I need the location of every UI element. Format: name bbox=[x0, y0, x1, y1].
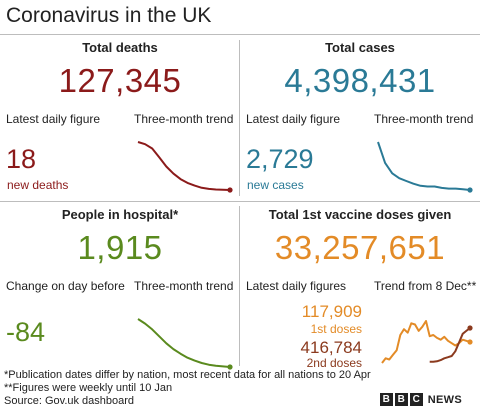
deaths-latest-label: Latest daily figure bbox=[6, 112, 101, 126]
vaccine-second-dose-value: 416,784 bbox=[300, 338, 362, 357]
vaccine-first-dose-label: 1st doses bbox=[310, 322, 362, 336]
deaths-title: Total deaths bbox=[82, 40, 158, 55]
title-divider bbox=[0, 34, 480, 35]
vaccine-total: 33,257,651 bbox=[274, 229, 446, 266]
deaths-trend-label: Three-month trend bbox=[134, 112, 234, 126]
deaths-panel: Total deaths 127,345 Latest daily figure… bbox=[0, 38, 240, 198]
vaccine-panel: Total 1st vaccine doses given 33,257,651… bbox=[240, 205, 480, 370]
deaths-trend-chart bbox=[137, 141, 233, 193]
vertical-divider-top bbox=[239, 40, 240, 196]
bbc-news-logo: B B C NEWS bbox=[379, 393, 462, 406]
trend-series-line bbox=[377, 141, 471, 191]
hospital-trend-chart bbox=[137, 318, 233, 370]
trend-end-point bbox=[467, 325, 473, 331]
vaccine-first-dose-value: 117,909 bbox=[301, 302, 362, 321]
cases-latest-label: Latest daily figure bbox=[246, 112, 341, 126]
source-note: Source: Gov.uk dashboard bbox=[4, 395, 135, 407]
cases-trend-label: Three-month trend bbox=[374, 112, 474, 126]
cases-title: Total cases bbox=[325, 40, 395, 55]
horizontal-divider bbox=[0, 201, 480, 202]
cases-daily-label: new cases bbox=[247, 178, 304, 192]
trend-series-line bbox=[381, 320, 471, 364]
trend-end-point bbox=[467, 339, 473, 345]
vaccine-second-dose-label: 2nd doses bbox=[306, 356, 362, 370]
footnote-publication: *Publication dates differ by nation, mos… bbox=[4, 369, 371, 381]
trend-series-line bbox=[429, 327, 471, 363]
vaccine-title: Total 1st vaccine doses given bbox=[268, 207, 452, 222]
cases-total: 4,398,431 bbox=[284, 62, 436, 99]
deaths-daily-value: 18 bbox=[6, 144, 37, 174]
footnote-weekly: **Figures were weekly until 10 Jan bbox=[4, 382, 173, 394]
logo-letter-b2: B bbox=[394, 393, 408, 406]
trend-end-point bbox=[227, 364, 233, 370]
trend-end-point bbox=[227, 187, 233, 193]
trend-end-point bbox=[467, 187, 473, 193]
deaths-total: 127,345 bbox=[58, 62, 182, 99]
vertical-divider-bottom bbox=[239, 206, 240, 366]
page-title: Coronavirus in the UK bbox=[6, 4, 212, 27]
deaths-daily-label: new deaths bbox=[7, 178, 69, 192]
vaccine-latest-label: Latest daily figures bbox=[246, 279, 347, 293]
trend-series-line bbox=[137, 318, 231, 368]
hospital-total: 1,915 bbox=[77, 229, 163, 266]
cases-daily-value: 2,729 bbox=[246, 144, 314, 174]
hospital-panel: People in hospital* 1,915 Change on day … bbox=[0, 205, 240, 370]
cases-panel: Total cases 4,398,431 Latest daily figur… bbox=[240, 38, 480, 198]
vaccine-trend-label: Trend from 8 Dec** bbox=[374, 279, 477, 293]
logo-letter-b1: B bbox=[379, 393, 393, 406]
hospital-change-label: Change on day before bbox=[6, 279, 125, 293]
trend-series-line bbox=[137, 141, 231, 191]
hospital-change-value: -84 bbox=[6, 317, 46, 347]
logo-letter-c: C bbox=[409, 393, 423, 406]
cases-trend-chart bbox=[377, 141, 473, 193]
vaccine-trend-chart bbox=[381, 320, 473, 364]
hospital-trend-label: Three-month trend bbox=[134, 279, 234, 293]
hospital-title: People in hospital* bbox=[61, 207, 179, 222]
logo-news-word: NEWS bbox=[427, 393, 462, 406]
